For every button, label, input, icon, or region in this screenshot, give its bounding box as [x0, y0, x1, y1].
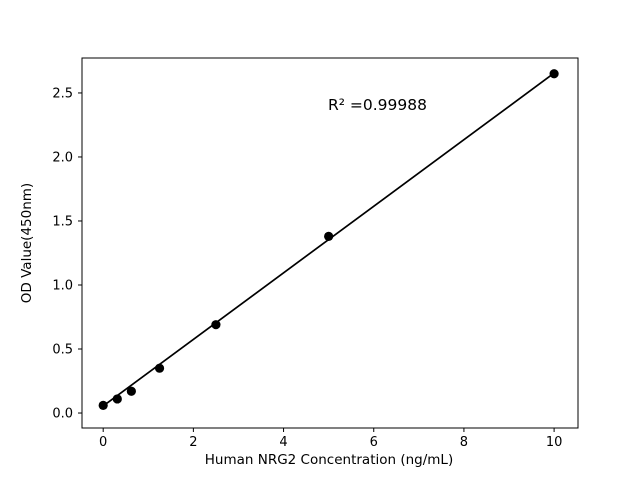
- y-tick-label: 1.5: [52, 214, 73, 229]
- plot-area: 0 2 4 6 8 10 0.0 0.5 1.0 1.5 2.0 2.5: [52, 57, 579, 450]
- x-axis-label: Human NRG2 Concentration (ng/mL): [205, 452, 453, 468]
- x-tick-label: 8: [460, 435, 468, 450]
- y-tick-label: 0.0: [52, 407, 73, 422]
- x-tick-label: 2: [189, 435, 197, 450]
- y-tick-label: 0.5: [52, 343, 73, 358]
- y-tick-label: 2.5: [52, 86, 73, 101]
- data-point: [549, 69, 559, 79]
- y-axis-label: OD Value(450nm): [19, 183, 35, 303]
- x-tick-label: 10: [546, 435, 563, 450]
- x-tick-label: 0: [99, 435, 107, 450]
- y-tick-label: 2.0: [52, 150, 73, 165]
- axes-frame: [81, 57, 579, 429]
- x-tick-label: 4: [279, 435, 287, 450]
- r-squared-annotation: R² =0.99988: [328, 96, 427, 114]
- data-point: [324, 231, 334, 241]
- data-point: [126, 386, 136, 396]
- y-tick-label: 1.0: [52, 278, 73, 293]
- data-point: [154, 363, 165, 373]
- data-point: [98, 400, 108, 410]
- data-point: [211, 320, 221, 330]
- x-tick-label: 6: [370, 435, 378, 450]
- data-point: [112, 394, 122, 404]
